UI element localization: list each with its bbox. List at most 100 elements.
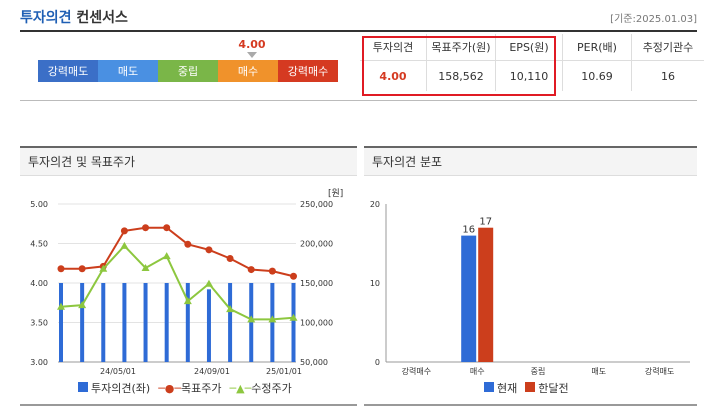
current-opinion-marker: 4.00 <box>238 38 266 51</box>
right-axis-tick: 50,000 <box>300 358 328 367</box>
distribution-bar <box>478 227 494 362</box>
summary-divider <box>20 100 697 101</box>
legend-adjusted-price: ─▲─수정주가 <box>229 382 292 395</box>
opinion-bar <box>80 283 85 362</box>
target-price-point <box>268 267 276 275</box>
x-axis-tick: 24/09/01 <box>194 367 230 376</box>
right-axis-tick: 150,000 <box>300 279 333 288</box>
right-axis-unit: [원] <box>328 189 344 199</box>
y-axis-tick: 10 <box>370 279 380 288</box>
left-axis-tick: 4.00 <box>30 279 48 288</box>
series-line-1 <box>61 226 294 278</box>
opinion-bar <box>122 283 127 362</box>
category-label: 강력매도 <box>645 366 674 376</box>
adjusted-price-point <box>120 241 129 249</box>
right-axis-tick: 250,000 <box>300 200 333 209</box>
left-axis-tick: 3.00 <box>30 358 48 367</box>
x-axis-tick: 25/01/01 <box>266 367 302 376</box>
opinion-bar <box>206 289 211 362</box>
header-opinion: 투자의견 <box>360 34 427 61</box>
category-label: 강력매수 <box>402 366 431 376</box>
reference-date: [기준:2025.01.03] <box>610 14 697 25</box>
adjusted-price-point <box>268 315 277 323</box>
opinion-scale-item-4: 강력매수 <box>278 60 338 82</box>
header-analyst-count: 추정기관수 <box>631 34 704 61</box>
right-chart-legend: 현재 한달전 <box>484 380 569 396</box>
target-price-point <box>290 272 297 280</box>
adjusted-price-point <box>247 315 256 323</box>
right-axis-tick: 100,000 <box>300 319 333 328</box>
opinion-target-price-chart: 5.00 4.50 4.00 3.50 3.00 250,000 200,000 150,00… <box>30 200 333 376</box>
opinion-bar <box>101 283 106 362</box>
opinion-scale: 강력매도 매도 중립 매수 강력매수 <box>38 60 338 82</box>
adjusted-price-point <box>183 297 192 305</box>
header-eps: EPS(원) <box>495 34 563 61</box>
header-per: PER(배) <box>562 34 632 61</box>
adjusted-price-point <box>141 263 150 271</box>
target-price-point <box>78 265 86 273</box>
adjusted-price-point <box>99 264 108 272</box>
adjusted-price-point <box>78 301 87 309</box>
adjusted-price-point <box>162 252 171 260</box>
opinion-scale-item-1: 매도 <box>98 60 158 82</box>
opinion-bar <box>249 283 254 362</box>
opinion-scale-item-3: 매수 <box>218 60 278 82</box>
target-price-point <box>120 227 128 235</box>
opinion-scale-item-0: 강력매도 <box>38 60 98 82</box>
y-axis-tick: 0 <box>375 358 380 367</box>
target-price-point <box>57 265 65 273</box>
target-price-point <box>247 266 255 274</box>
series-line-2 <box>60 244 294 321</box>
page-title: 투자의견 컨센서스 <box>20 10 128 26</box>
category-label: 매도 <box>591 367 606 376</box>
opinion-bar <box>185 283 190 362</box>
bar-value-label: 16 <box>462 225 475 236</box>
left-chart-legend: 투자의견(좌) ─●─목표주가 ─▲─수정주가 <box>78 380 292 396</box>
adjusted-price-point <box>226 305 235 313</box>
legend-current: 현재 <box>484 380 517 396</box>
opinion-distribution-chart: 20 10 0 강력매수 매수 16 17 중립 매도 강력매도 <box>370 200 690 376</box>
category-label: 매수 <box>470 367 485 376</box>
bar-value-label: 17 <box>479 217 492 228</box>
right-panel-title: 투자의견 분포 <box>364 146 697 176</box>
value-per: 10.69 <box>562 60 632 91</box>
value-analyst-count: 16 <box>631 60 704 91</box>
target-price-point <box>163 224 171 232</box>
value-eps: 10,110 <box>495 60 563 91</box>
value-target-price: 158,562 <box>426 60 496 91</box>
legend-opinion: 투자의견(좌) <box>78 380 150 396</box>
adjusted-price-point <box>204 279 213 287</box>
opinion-bar <box>59 283 63 362</box>
x-axis-tick: 24/05/01 <box>100 367 136 376</box>
opinion-bar <box>270 283 275 362</box>
target-price-point <box>142 224 150 232</box>
target-price-point <box>184 240 192 248</box>
legend-month-ago: 한달전 <box>525 380 569 396</box>
header-target-price: 목표주가(원) <box>426 34 496 61</box>
adjusted-price-point <box>289 313 298 321</box>
consensus-table: 투자의견 목표주가(원) EPS(원) PER(배) 추정기관수 4.00 15… <box>360 34 704 91</box>
legend-target-price: ─●─목표주가 <box>158 382 222 395</box>
target-price-point <box>205 246 213 254</box>
opinion-bar <box>228 283 233 362</box>
right-axis-tick: 200,000 <box>300 240 333 249</box>
highlight-box <box>362 36 556 96</box>
left-axis-tick: 3.50 <box>30 319 48 328</box>
header-divider <box>20 30 697 32</box>
left-axis-tick: 4.50 <box>30 240 48 249</box>
left-panel-bottom <box>20 404 357 406</box>
opinion-bar <box>143 283 148 362</box>
value-opinion: 4.00 <box>379 69 407 83</box>
distribution-bar <box>461 235 477 362</box>
left-panel-title: 투자의견 및 목표주가 <box>20 146 357 176</box>
left-axis-tick: 5.00 <box>30 200 48 209</box>
category-label: 중립 <box>531 367 546 376</box>
opinion-bar <box>164 283 169 362</box>
y-axis-tick: 20 <box>370 200 380 209</box>
opinion-scale-item-2: 중립 <box>158 60 218 82</box>
target-price-point <box>226 255 234 263</box>
right-panel-bottom <box>364 404 697 406</box>
opinion-bar <box>291 283 296 362</box>
adjusted-price-point <box>57 302 65 310</box>
marker-triangle-icon <box>247 52 257 58</box>
